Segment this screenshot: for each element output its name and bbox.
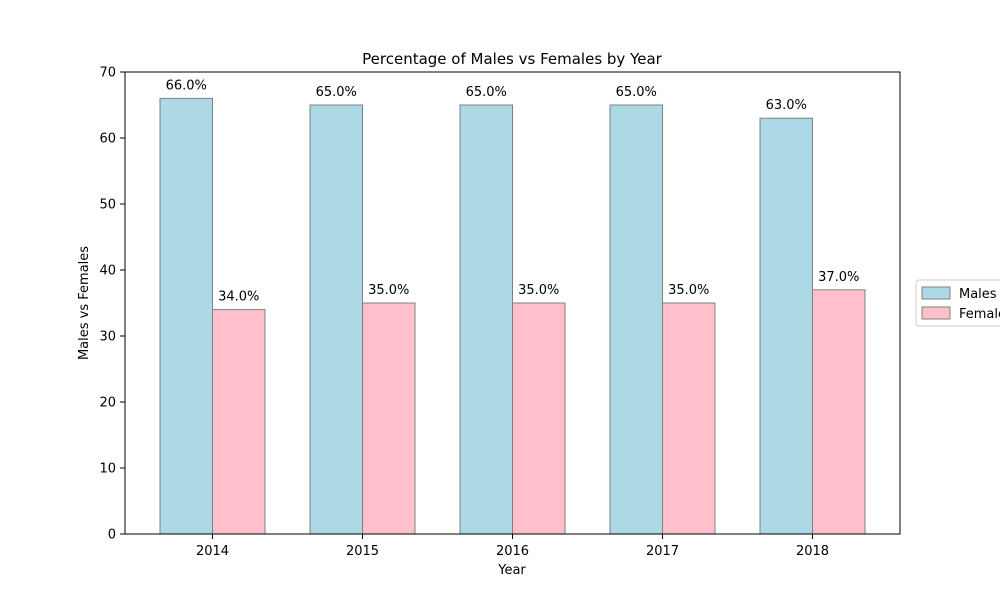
bars-layer (159, 97, 866, 535)
y-axis-label: Males vs Females (77, 246, 92, 360)
data-label-males-2017: 65.0% (616, 85, 657, 100)
bar-females-2014 (212, 309, 266, 535)
x-tick-label-2017: 2017 (646, 544, 679, 559)
y-axis-ticks: 0 10 20 30 40 50 60 70 (99, 66, 125, 543)
x-tick-label-2016: 2016 (496, 544, 529, 559)
legend-label-males: Males (959, 287, 997, 302)
bar-males-2015 (309, 104, 363, 535)
bar-males-2014 (159, 97, 213, 535)
bar-males-2017 (609, 104, 663, 535)
data-label-males-2018: 63.0% (766, 98, 807, 113)
x-tick-label-2015: 2015 (346, 544, 379, 559)
data-label-females-2017: 35.0% (668, 283, 709, 298)
y-tick-label-30: 30 (99, 330, 116, 345)
data-label-males-2015: 65.0% (316, 85, 357, 100)
bar-males-2018 (759, 117, 813, 535)
x-axis-label: Year (497, 563, 526, 578)
y-tick-label-60: 60 (99, 132, 116, 147)
y-tick-label-10: 10 (99, 462, 116, 477)
bar-females-2015 (362, 302, 416, 535)
data-labels-layer: 66.0% 65.0% 65.0% 65.0% 63.0% 34.0% 35.0% 35.0%… (166, 78, 860, 304)
y-tick-label-40: 40 (99, 264, 116, 279)
bar-females-2018 (812, 289, 866, 535)
data-label-females-2014: 34.0% (218, 290, 259, 305)
data-label-females-2016: 35.0% (518, 283, 559, 298)
legend-label-females: Females (959, 307, 1000, 322)
legend: Males Females (915, 279, 1000, 327)
data-label-females-2015: 35.0% (368, 283, 409, 298)
data-label-females-2018: 37.0% (818, 270, 859, 285)
x-axis-ticks: 2014 2015 2016 2017 2018 (196, 534, 829, 559)
bar-males-2016 (459, 104, 513, 535)
bar-females-2017 (662, 302, 716, 535)
y-tick-label-70: 70 (99, 66, 116, 81)
legend-swatch-males (921, 286, 951, 300)
data-label-males-2016: 65.0% (466, 85, 507, 100)
y-tick-label-50: 50 (99, 198, 116, 213)
chart-title: Percentage of Males vs Females by Year (362, 50, 663, 68)
y-tick-label-0: 0 (108, 528, 116, 543)
data-label-males-2014: 66.0% (166, 78, 207, 93)
legend-swatch-females (921, 306, 951, 320)
y-tick-label-20: 20 (99, 396, 116, 411)
bar-females-2016 (512, 302, 566, 535)
x-tick-label-2018: 2018 (796, 544, 829, 559)
x-tick-label-2014: 2014 (196, 544, 229, 559)
